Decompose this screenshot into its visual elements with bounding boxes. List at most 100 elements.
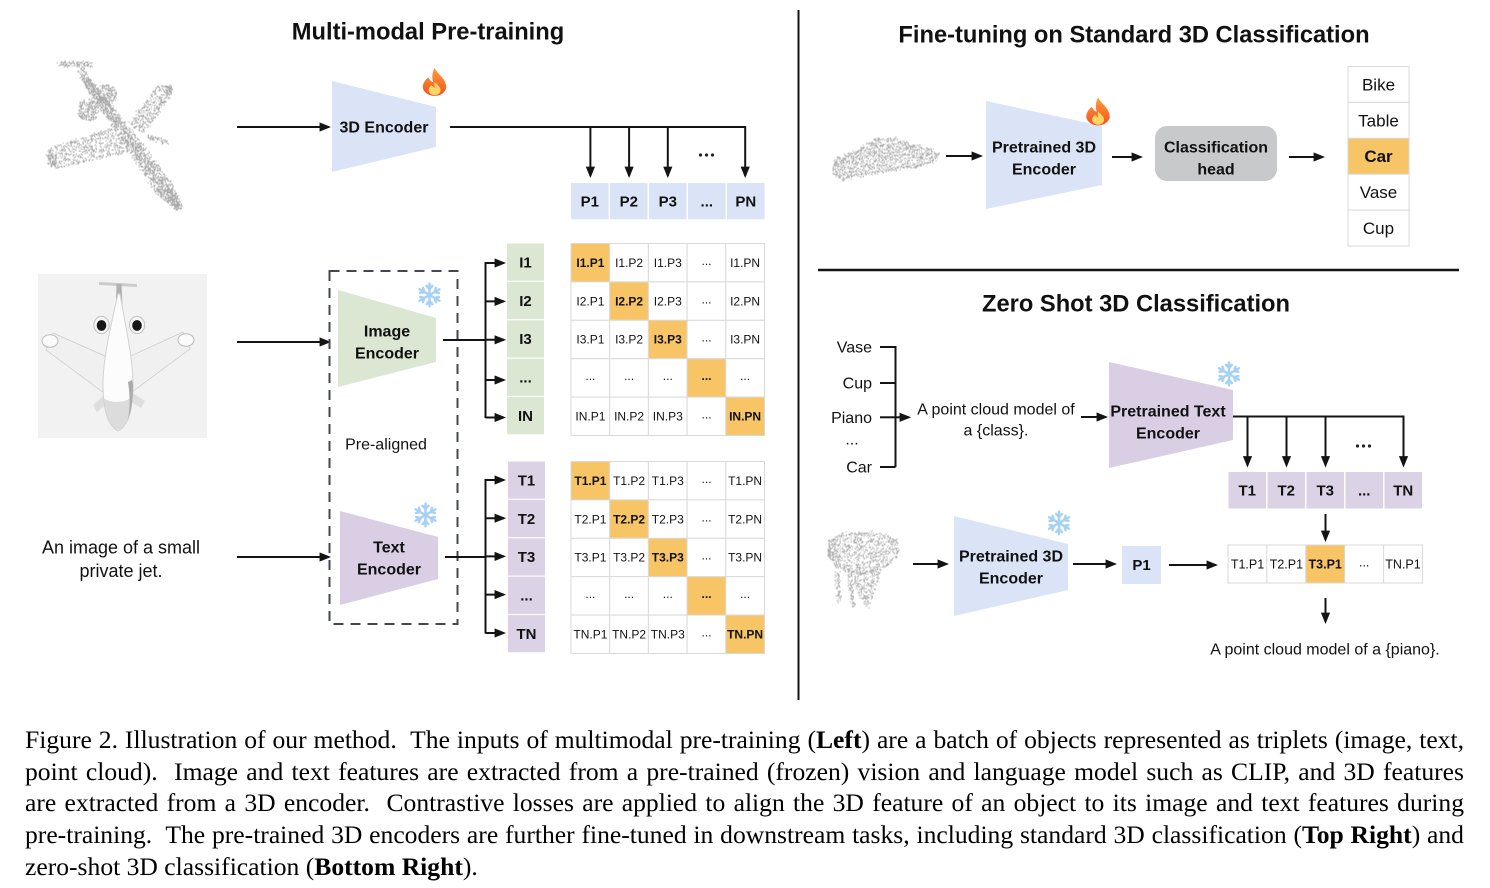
svg-text:...: ... [701,549,711,563]
svg-text:Zero Shot 3D Classification: Zero Shot 3D Classification [982,291,1290,317]
svg-text:...: ... [624,587,634,601]
svg-text:...: ... [740,369,750,383]
svg-text:T2: T2 [1277,483,1295,500]
svg-text:T3.P1: T3.P1 [574,551,606,565]
svg-text:P2: P2 [620,193,638,210]
svg-text:Cup: Cup [843,376,872,393]
svg-text:IN: IN [518,408,533,425]
svg-text:P3: P3 [659,193,677,210]
svg-text:Fine-tuning on Standard 3D Cla: Fine-tuning on Standard 3D Classificatio… [898,22,1369,48]
svg-text:Table: Table [1358,111,1399,130]
svg-text:...: ... [663,369,673,383]
svg-text:Pretrained 3D: Pretrained 3D [992,140,1096,157]
svg-text:T1.P2: T1.P2 [613,474,645,488]
svg-text:TN.P1: TN.P1 [573,628,607,642]
svg-text:TN.P3: TN.P3 [651,628,685,642]
svg-text:T2.P2: T2.P2 [613,512,645,526]
svg-text:Cup: Cup [1363,219,1394,238]
svg-text:P1: P1 [581,193,599,210]
svg-text:...: ... [845,432,858,449]
svg-text:Pre-aligned: Pre-aligned [345,437,427,454]
svg-text:...: ... [585,369,595,383]
svg-text:...: ... [701,408,711,422]
svg-text:Text: Text [373,540,405,557]
svg-text:I1.PN: I1.PN [730,256,760,270]
svg-text:I3.P2: I3.P2 [615,333,643,347]
svg-text:a {class}.: a {class}. [964,423,1029,440]
svg-text:A point cloud model of: A point cloud model of [917,402,1075,419]
svg-text:P1: P1 [1132,557,1150,574]
svg-text:T2.P3: T2.P3 [652,512,684,526]
svg-text:I2: I2 [519,293,532,310]
svg-text:T3.PN: T3.PN [728,551,762,565]
svg-text:...: ... [1359,555,1369,569]
svg-text:Vase: Vase [1360,183,1398,202]
svg-text:I3.PN: I3.PN [730,333,760,347]
svg-text:...: ... [663,587,673,601]
svg-text:PN: PN [735,193,756,210]
svg-text:Car: Car [1364,147,1393,166]
svg-text:...: ... [701,254,711,268]
svg-text:TN.PN: TN.PN [727,628,763,642]
svg-text:T3: T3 [1316,483,1334,500]
svg-text:Image: Image [364,324,410,341]
svg-text:I3.P3: I3.P3 [654,333,682,347]
svg-text:...: ... [624,369,634,383]
svg-text:T2.P1: T2.P1 [1270,557,1303,571]
svg-text:...: ... [701,510,711,524]
svg-text:T1: T1 [1238,483,1256,500]
svg-text:A point cloud model of a {pian: A point cloud model of a {piano}. [1210,642,1440,659]
svg-text:...: ... [1358,483,1371,500]
svg-text:T1.P1: T1.P1 [574,474,606,488]
svg-text:I1: I1 [519,254,532,271]
svg-text:I2.PN: I2.PN [730,294,760,308]
svg-text:I3.P1: I3.P1 [576,333,604,347]
svg-text:T3.P2: T3.P2 [613,551,645,565]
svg-text:...: ... [520,588,533,605]
svg-text:I2.P2: I2.P2 [615,294,643,308]
svg-text:...: ... [701,369,711,383]
svg-text:T3: T3 [518,549,536,566]
svg-text:Encoder: Encoder [1136,426,1200,443]
svg-text:...: ... [701,193,714,210]
svg-text:Pretrained Text: Pretrained Text [1110,404,1226,421]
svg-text:I3: I3 [519,331,532,348]
svg-text:T1: T1 [518,472,536,489]
svg-text:T2.PN: T2.PN [728,512,762,526]
svg-text:IN.P2: IN.P2 [614,410,644,424]
svg-text:IN.P1: IN.P1 [575,410,605,424]
svg-text:I1.P3: I1.P3 [654,256,682,270]
svg-text:...: ... [585,587,595,601]
svg-text:Bike: Bike [1362,76,1395,95]
svg-text:...: ... [740,587,750,601]
svg-text:I1.P1: I1.P1 [576,256,604,270]
svg-text:TN: TN [1393,483,1413,500]
svg-text:3D Encoder: 3D Encoder [340,120,429,137]
svg-text:private jet.: private jet. [79,561,162,581]
svg-text:...: ... [519,370,532,387]
svg-text:Encoder: Encoder [357,562,421,579]
svg-text:T1.PN: T1.PN [728,474,762,488]
svg-text:Piano: Piano [831,410,872,427]
svg-text:Classification: Classification [1164,140,1268,157]
svg-text:Encoder: Encoder [1012,162,1076,179]
svg-text:T2: T2 [518,511,536,528]
svg-text:TN: TN [517,626,537,643]
svg-text:I2.P1: I2.P1 [576,294,604,308]
svg-text:Encoder: Encoder [355,346,419,363]
svg-text:...: ... [701,587,711,601]
svg-text:TN.P1: TN.P1 [1385,557,1420,571]
svg-text:...: ... [701,331,711,345]
svg-text:T1.P3: T1.P3 [652,474,684,488]
svg-text:TN.P2: TN.P2 [612,628,646,642]
svg-text:I1.P2: I1.P2 [615,256,643,270]
svg-text:...: ... [701,472,711,486]
svg-text:Multi-modal Pre-training: Multi-modal Pre-training [292,19,564,45]
svg-text:Car: Car [846,460,872,477]
svg-text:head: head [1197,162,1234,179]
svg-text:...: ... [701,292,711,306]
svg-text:IN.PN: IN.PN [729,410,761,424]
svg-text:...: ... [701,626,711,640]
svg-text:T1.P1: T1.P1 [1231,557,1264,571]
svg-text:I2.P3: I2.P3 [654,294,682,308]
